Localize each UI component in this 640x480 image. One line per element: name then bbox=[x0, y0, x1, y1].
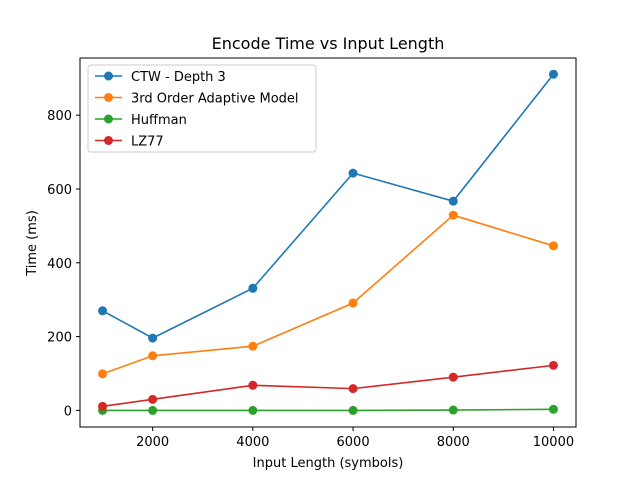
data-point bbox=[348, 298, 358, 308]
x-tick-label: 6000 bbox=[337, 435, 370, 450]
data-point bbox=[448, 196, 458, 206]
legend-marker bbox=[104, 136, 113, 145]
x-axis-label: Input Length (symbols) bbox=[253, 456, 404, 471]
y-axis-label: Time (ms) bbox=[25, 210, 40, 277]
data-point bbox=[248, 341, 258, 351]
plot-area: 2000 4000 6000 8000 10000 0 200 400 600 800 bbox=[47, 57, 577, 450]
data-point bbox=[348, 168, 358, 178]
data-point bbox=[248, 380, 258, 390]
data-point bbox=[348, 405, 358, 415]
data-point bbox=[548, 404, 558, 414]
data-point bbox=[98, 369, 108, 379]
data-point bbox=[448, 405, 458, 415]
x-tick-label: 4000 bbox=[236, 435, 269, 450]
legend-label: 3rd Order Adaptive Model bbox=[131, 92, 299, 107]
legend-item: LZ77 bbox=[95, 135, 164, 150]
legend-marker bbox=[104, 71, 113, 81]
series-0 bbox=[98, 69, 558, 343]
data-point bbox=[348, 384, 358, 394]
series-line bbox=[102, 214, 554, 375]
legend-label: LZ77 bbox=[131, 135, 164, 150]
y-tick-label: 800 bbox=[47, 109, 72, 124]
data-point bbox=[148, 405, 158, 415]
legend-item: 3rd Order Adaptive Model bbox=[95, 92, 299, 107]
data-point bbox=[98, 401, 108, 411]
legend-marker bbox=[104, 114, 113, 124]
y-tick-label: 600 bbox=[47, 183, 72, 198]
x-tick-label: 2000 bbox=[136, 435, 169, 450]
series-1 bbox=[98, 210, 558, 379]
series-line bbox=[102, 73, 555, 339]
data-point bbox=[448, 372, 458, 382]
y-tick-label: 0 bbox=[64, 404, 72, 419]
legend-item: CTW - Depth 3 bbox=[95, 70, 226, 85]
legend-box bbox=[87, 64, 317, 153]
data-point bbox=[248, 405, 258, 415]
series-3 bbox=[98, 360, 558, 411]
series-2 bbox=[98, 404, 558, 415]
series-line bbox=[102, 364, 554, 408]
legend: CTW - Depth 3 3rd Order Adaptive Model Huf… bbox=[87, 64, 317, 153]
data-point bbox=[448, 210, 458, 220]
legend-item: Huffman bbox=[95, 113, 187, 128]
x-tick-label: 8000 bbox=[437, 435, 470, 450]
data-point bbox=[148, 351, 158, 361]
data-point bbox=[548, 69, 558, 79]
legend-label: Huffman bbox=[131, 113, 187, 128]
data-point bbox=[98, 306, 108, 316]
chart-title: Encode Time vs Input Length bbox=[212, 34, 445, 53]
data-point bbox=[248, 283, 258, 293]
legend-label: CTW - Depth 3 bbox=[131, 70, 226, 85]
data-point bbox=[548, 360, 558, 370]
x-tick-label: 10000 bbox=[533, 435, 574, 450]
data-point bbox=[148, 394, 158, 404]
y-tick-label: 200 bbox=[47, 331, 72, 346]
data-point bbox=[548, 241, 558, 251]
series-line bbox=[102, 408, 554, 412]
legend-marker bbox=[104, 93, 113, 102]
y-tick-label: 400 bbox=[47, 257, 72, 272]
plot-frame bbox=[79, 57, 577, 428]
data-point bbox=[148, 333, 158, 343]
